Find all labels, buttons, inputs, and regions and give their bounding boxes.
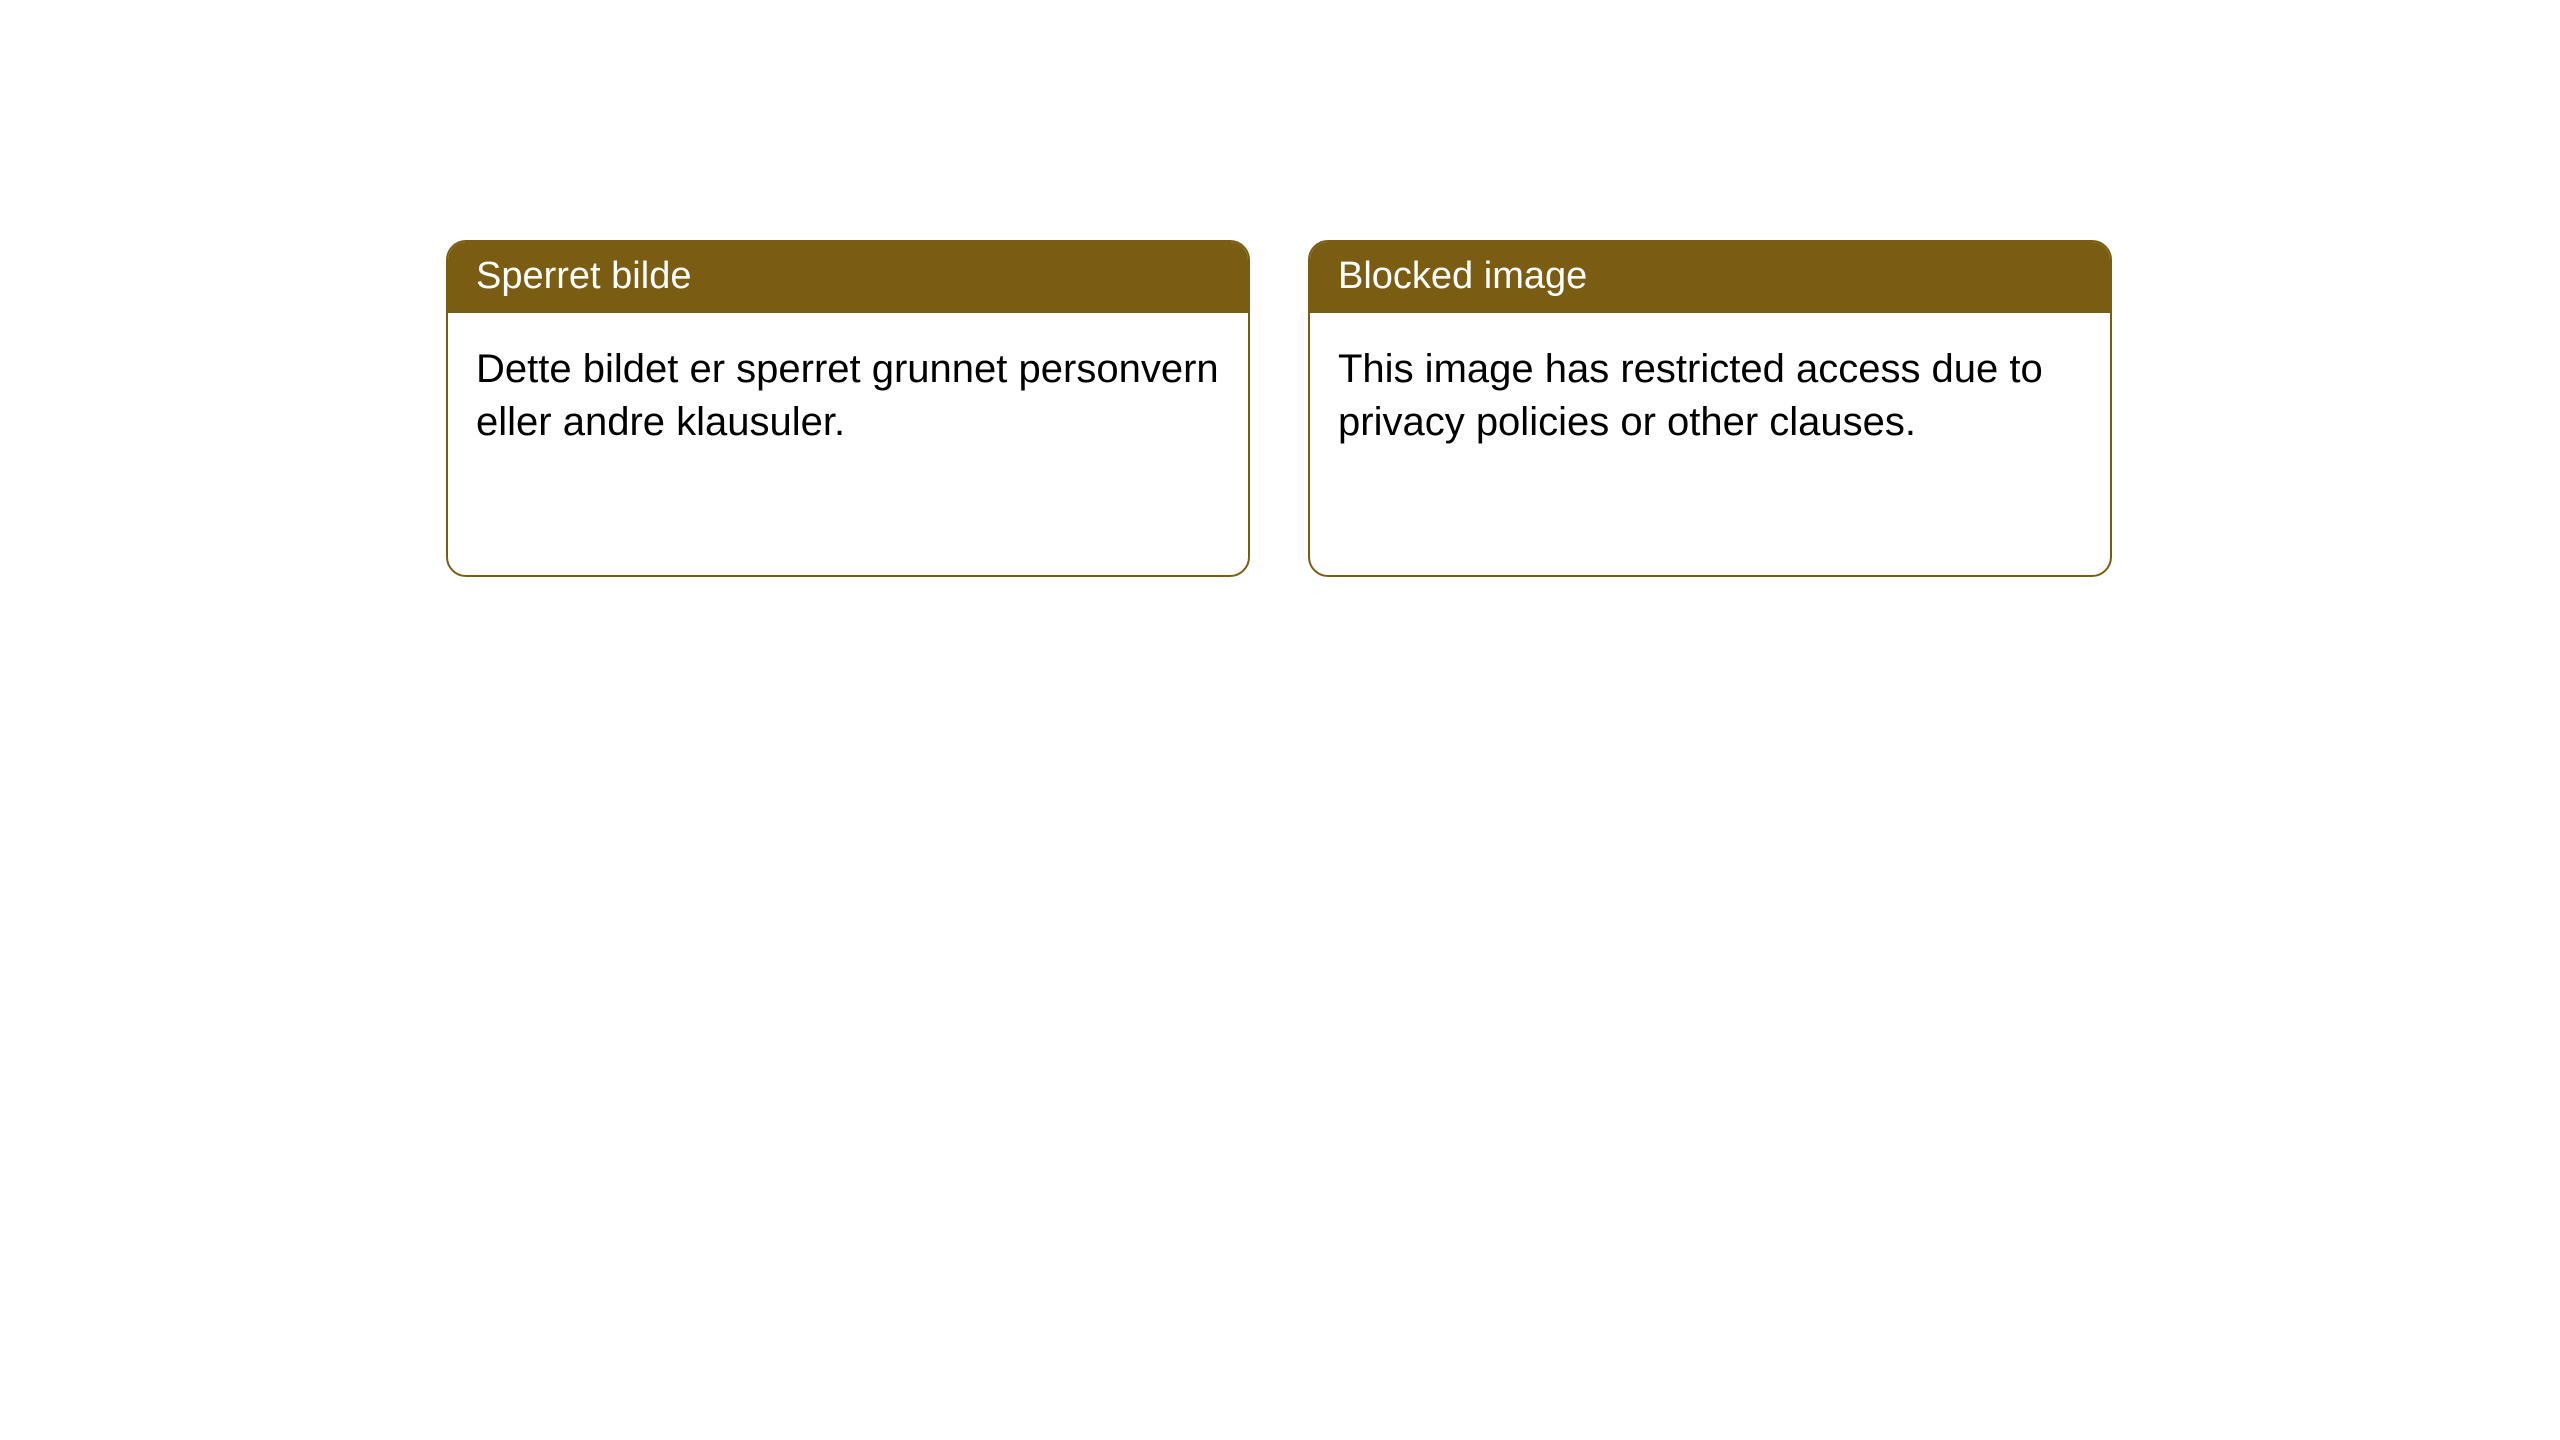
notice-card-title: Sperret bilde [448, 242, 1248, 313]
notice-container: Sperret bilde Dette bildet er sperret gr… [0, 0, 2560, 577]
notice-card-title: Blocked image [1310, 242, 2110, 313]
notice-card-body: Dette bildet er sperret grunnet personve… [448, 313, 1248, 479]
notice-card-en: Blocked image This image has restricted … [1308, 240, 2112, 577]
notice-card-no: Sperret bilde Dette bildet er sperret gr… [446, 240, 1250, 577]
notice-card-body: This image has restricted access due to … [1310, 313, 2110, 479]
